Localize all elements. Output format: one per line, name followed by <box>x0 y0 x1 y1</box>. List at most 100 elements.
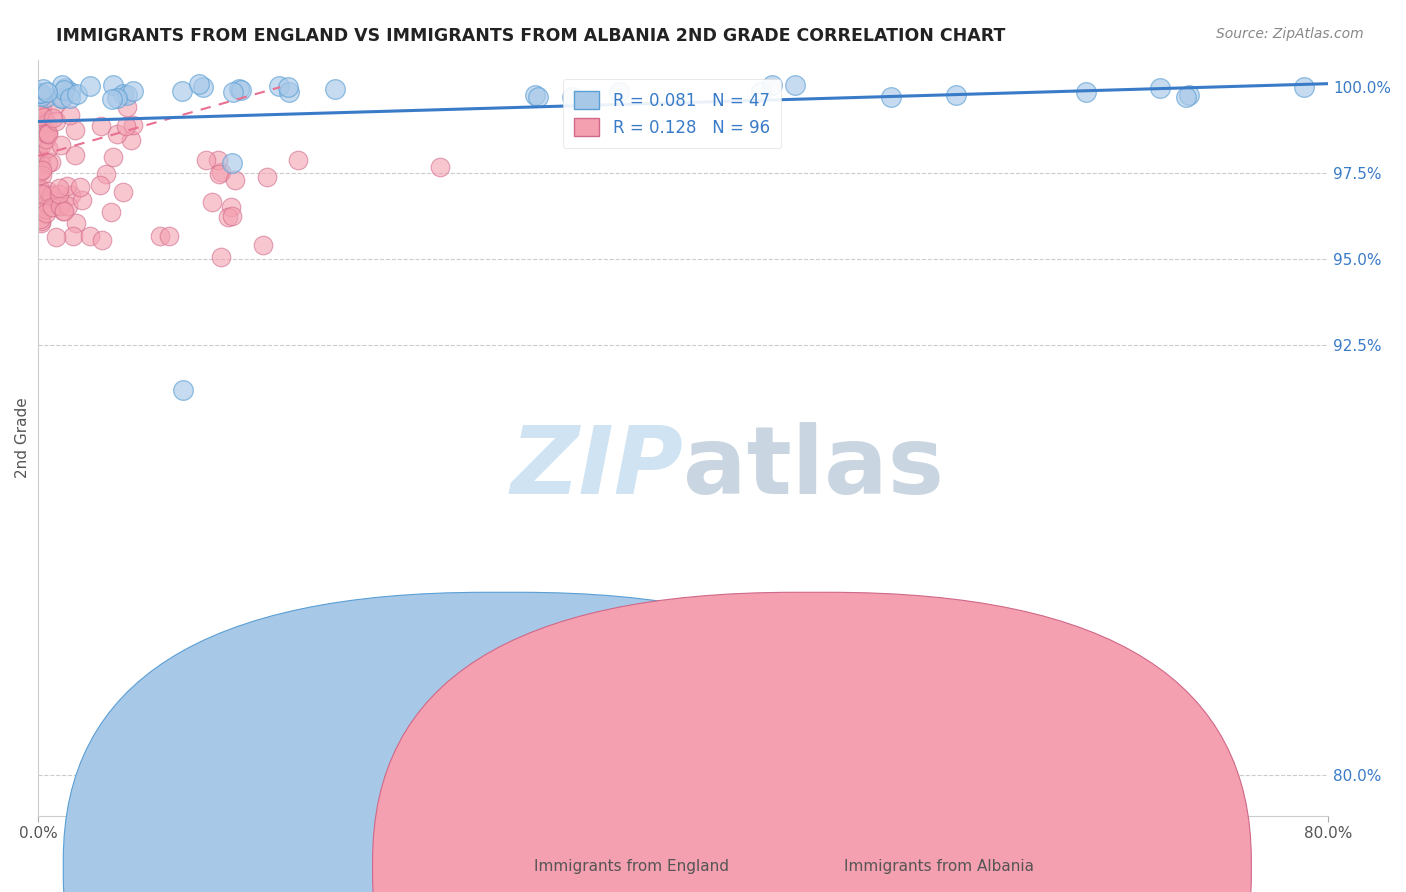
Point <box>172 84 194 98</box>
Point <box>222 86 245 100</box>
Point <box>35 205 58 219</box>
Point <box>30 165 52 179</box>
Point <box>783 78 806 92</box>
Point <box>30 89 52 103</box>
Point <box>35 195 58 210</box>
Point <box>207 153 229 167</box>
Point <box>224 173 246 187</box>
Point <box>56 199 79 213</box>
Point <box>52 204 75 219</box>
Point <box>69 179 91 194</box>
Point <box>59 91 82 105</box>
Point <box>51 138 73 153</box>
Text: Immigrants from England: Immigrants from England <box>534 859 730 874</box>
Point <box>30 156 52 170</box>
Point <box>35 90 58 104</box>
Point <box>37 127 59 141</box>
Point <box>59 108 82 122</box>
Point <box>201 195 224 210</box>
Text: atlas: atlas <box>683 422 945 514</box>
Point <box>228 82 250 96</box>
Point <box>45 229 67 244</box>
Point <box>65 148 87 162</box>
Point <box>39 155 62 169</box>
Point <box>30 114 52 128</box>
Point <box>91 233 114 247</box>
Point <box>101 150 124 164</box>
Point <box>28 164 51 178</box>
Point <box>56 178 79 193</box>
Point <box>48 186 70 201</box>
Point <box>44 96 66 111</box>
Text: ZIP: ZIP <box>510 422 683 514</box>
Point <box>115 88 138 103</box>
Point <box>101 78 124 93</box>
Point <box>49 91 72 105</box>
Point <box>115 119 138 133</box>
Point <box>70 194 93 208</box>
Point <box>35 116 58 130</box>
Point <box>252 238 274 252</box>
Point <box>1076 85 1098 99</box>
Point <box>28 97 51 112</box>
Point <box>172 383 194 397</box>
Point <box>28 108 51 122</box>
Point <box>31 100 53 114</box>
Legend: R = 0.081   N = 47, R = 0.128   N = 96: R = 0.081 N = 47, R = 0.128 N = 96 <box>562 79 782 148</box>
Point <box>27 186 49 200</box>
Point <box>89 178 111 192</box>
Point <box>42 111 65 125</box>
Point <box>121 84 143 98</box>
Point <box>35 126 58 140</box>
Text: IMMIGRANTS FROM ENGLAND VS IMMIGRANTS FROM ALBANIA 2ND GRADE CORRELATION CHART: IMMIGRANTS FROM ENGLAND VS IMMIGRANTS FR… <box>56 27 1005 45</box>
Point <box>30 105 52 120</box>
Point <box>30 214 52 228</box>
Point <box>32 81 55 95</box>
Point <box>211 165 233 179</box>
Point <box>28 196 51 211</box>
Point <box>277 80 299 95</box>
Point <box>45 114 67 128</box>
Point <box>287 153 309 167</box>
Point <box>945 87 967 102</box>
Point <box>52 203 75 218</box>
Point <box>39 192 62 206</box>
Point <box>277 85 299 99</box>
Point <box>31 163 53 178</box>
Point <box>105 90 128 104</box>
Point <box>159 229 181 244</box>
Point <box>27 137 49 152</box>
Point <box>209 250 232 264</box>
Point <box>149 229 172 244</box>
Point <box>53 80 76 95</box>
Point <box>30 110 52 124</box>
Point <box>30 216 52 230</box>
Point <box>51 90 73 104</box>
Point <box>31 186 53 201</box>
Point <box>191 80 214 95</box>
Y-axis label: 2nd Grade: 2nd Grade <box>15 397 30 478</box>
Point <box>37 141 59 155</box>
Point <box>37 185 59 199</box>
Point <box>221 155 243 169</box>
Point <box>880 89 903 103</box>
Point <box>219 200 242 214</box>
Point <box>30 182 52 196</box>
Point <box>59 85 82 99</box>
Point <box>28 154 51 169</box>
Text: Immigrants from Albania: Immigrants from Albania <box>844 859 1033 874</box>
Point <box>66 87 89 102</box>
Point <box>121 118 143 132</box>
Point <box>51 91 73 105</box>
Point <box>35 127 58 141</box>
Point <box>28 86 51 100</box>
Point <box>256 169 278 184</box>
Point <box>35 86 58 100</box>
Point <box>49 199 72 213</box>
Point <box>41 201 63 215</box>
Point <box>187 77 209 91</box>
Point <box>527 90 550 104</box>
Point <box>28 86 51 100</box>
Point <box>35 132 58 146</box>
Point <box>100 204 122 219</box>
